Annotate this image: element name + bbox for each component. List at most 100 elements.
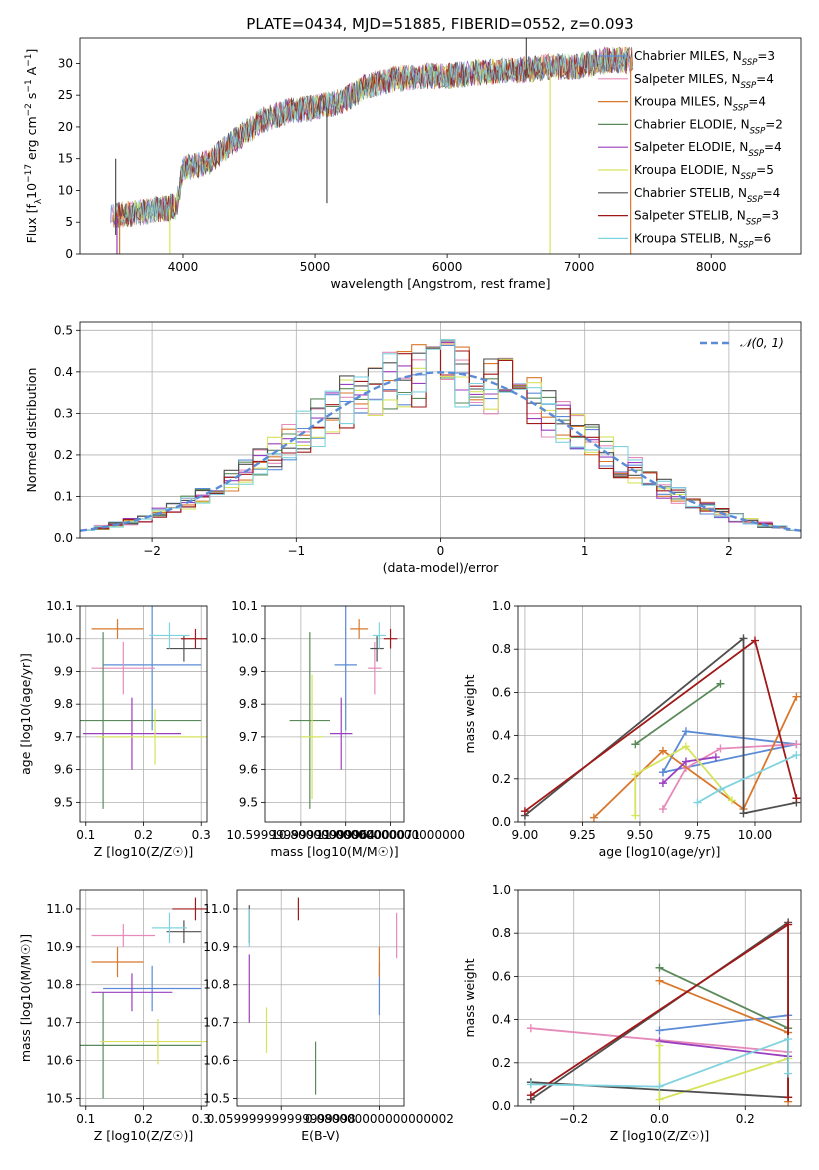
y-tick-label: 10.1	[46, 599, 73, 613]
panel-age_vs_mass: 10.5999999999999996410.80000000000000071…	[226, 599, 465, 859]
spectrum-kroupa_stelib	[116, 47, 634, 226]
axes-frame	[79, 37, 802, 255]
axes-frame	[236, 889, 405, 1107]
y-tick-label: 9.8	[239, 697, 258, 711]
weight-marker-chabrier_miles	[658, 768, 667, 777]
legend-label-gaussian: 𝒩(0, 1)	[740, 336, 784, 350]
y-tick-label: 10.7	[203, 1016, 230, 1030]
weight-marker-kroupa_stelib	[792, 751, 801, 760]
y-tick-label: 20	[58, 120, 73, 134]
weight-marker-salpeter_miles	[792, 740, 801, 749]
legend-label-salpeter_elodie: Salpeter ELODIE, NSSP=4	[634, 140, 782, 159]
axes-frame	[517, 889, 802, 1107]
weight-marker-kroupa_miles	[792, 692, 801, 701]
panel-mass_vs_Z: 0.1 0.2 0.3 10.5 10.6 10.7 10.8 10.9 11.0 Z [log1…	[18, 889, 211, 1143]
weight-marker-kroupa_miles	[658, 746, 667, 755]
x-tick-label: 1	[581, 544, 589, 558]
weight-line-chabrier_elodie	[634, 683, 722, 745]
weight-marker-salpeter_miles	[526, 1024, 535, 1033]
x-axis-label: Z [log10(Z/Z☉)]	[94, 844, 194, 859]
y-tick-label: 9.9	[239, 664, 258, 678]
x-tick-label: 0.2	[134, 1112, 153, 1126]
weight-marker-kroupa_miles	[589, 813, 598, 822]
y-tick-label: 0.6	[492, 685, 511, 699]
y-tick-label: 9.7	[54, 730, 73, 744]
y-tick-label: 10.7	[46, 1016, 73, 1030]
x-axis-label: E(B-V)	[301, 1128, 340, 1143]
plot-area	[526, 918, 793, 1106]
plot-area	[80, 897, 207, 1099]
y-tick-label: 0	[65, 247, 73, 261]
x-axis-label: age [log10(age/yr)]	[599, 844, 721, 859]
y-tick-label: 10.9	[203, 940, 230, 954]
legend-label-chabrier_elodie: Chabrier ELODIE, NSSP=2	[634, 117, 783, 136]
panel-spectrum: 4000 5000 6000 7000 8000 0 5 10 15 20 25 30 waveleng…	[24, 37, 802, 291]
x-tick-label: 2	[725, 544, 733, 558]
weight-marker-salpeter_miles	[716, 744, 725, 753]
x-axis-label: (data-model)/error	[383, 560, 500, 575]
x-tick-label: −1	[287, 544, 305, 558]
weight-marker-chabrier_elodie	[716, 679, 725, 688]
x-tick-label: 9.00	[512, 828, 539, 842]
weight-line-chabrier_miles	[659, 1014, 789, 1032]
y-tick-label: 11.0	[203, 902, 230, 916]
legend-label-salpeter_miles: Salpeter MILES, NSSP=4	[634, 72, 774, 91]
weight-line-kroupa_elodie	[634, 745, 733, 816]
legend-label-chabrier_miles: Chabrier MILES, NSSP=3	[634, 49, 775, 68]
y-tick-label: 9.5	[239, 795, 258, 809]
weight-marker-kroupa_elodie	[727, 796, 736, 805]
y-tick-label: 0.0	[54, 531, 73, 545]
weight-marker-chabrier_stelib	[739, 809, 748, 818]
y-tick-label: 0.2	[492, 772, 511, 786]
x-tick-label: −2	[143, 544, 161, 558]
histogram-kroupa_stelib	[80, 338, 801, 531]
y-tick-label: 9.5	[54, 795, 73, 809]
weight-marker-kroupa_stelib	[693, 798, 702, 807]
weight-marker-salpeter_stelib	[784, 1093, 793, 1102]
y-tick-label: 10.1	[231, 599, 258, 613]
x-tick-label: 10.00	[738, 828, 772, 842]
axes-frame	[264, 605, 405, 823]
weight-marker-salpeter_elodie	[658, 779, 667, 788]
weight-marker-salpeter_stelib	[792, 794, 801, 803]
y-tick-label: 10.9	[46, 940, 73, 954]
weight-marker-salpeter_stelib	[750, 636, 759, 645]
axes-frame	[79, 889, 208, 1107]
weight-marker-kroupa_elodie	[655, 1041, 664, 1050]
weight-marker-salpeter_elodie	[711, 753, 720, 762]
x-tick-label: 0.3	[192, 828, 211, 842]
x-axis-label: Z [log10(Z/Z☉)]	[94, 1128, 194, 1143]
plot-area	[520, 634, 801, 822]
y-tick-label: 25	[58, 88, 73, 102]
figure-title: PLATE=0434, MJD=51885, FIBERID=0552, z=0…	[246, 15, 633, 33]
y-axis-label: mass weight	[462, 958, 477, 1037]
x-tick-label: 0	[437, 544, 445, 558]
weight-marker-chabrier_elodie	[655, 963, 664, 972]
y-tick-label: 9.8	[54, 697, 73, 711]
y-axis-label: age [log10(age/yr)]	[18, 653, 33, 775]
y-tick-label: 0.0	[492, 815, 511, 829]
weight-marker-kroupa_stelib	[784, 1069, 793, 1078]
panel-residuals: −2 −1 0 1 2 0.0 0.1 0.2 0.3 0.4 0.5 (data-model)/er…	[24, 321, 802, 575]
y-tick-label: 0.4	[54, 365, 73, 379]
weight-marker-salpeter_elodie	[681, 757, 690, 766]
x-tick-label: 9.75	[684, 828, 711, 842]
y-tick-label: 0.5	[54, 323, 73, 337]
x-tick-label: 0.1	[76, 828, 95, 842]
y-tick-label: 9.6	[54, 763, 73, 777]
plot-area	[110, 38, 634, 254]
y-tick-label: 9.9	[54, 664, 73, 678]
y-tick-label: 9.6	[239, 763, 258, 777]
y-tick-label: 10.0	[46, 632, 73, 646]
weight-marker-kroupa_elodie	[655, 1095, 664, 1104]
y-tick-label: 10.8	[46, 978, 73, 992]
weight-line-kroupa_miles	[593, 696, 798, 819]
x-tick-label: 0.2	[134, 828, 153, 842]
y-tick-label: 0.2	[492, 1056, 511, 1070]
weight-marker-kroupa_stelib	[655, 1082, 664, 1091]
y-tick-label: 10	[58, 183, 73, 197]
x-axis-label: mass [log10(M/M☉)]	[270, 844, 398, 859]
weight-marker-chabrier_elodie	[631, 740, 640, 749]
x-tick-label: 8000	[696, 260, 727, 274]
